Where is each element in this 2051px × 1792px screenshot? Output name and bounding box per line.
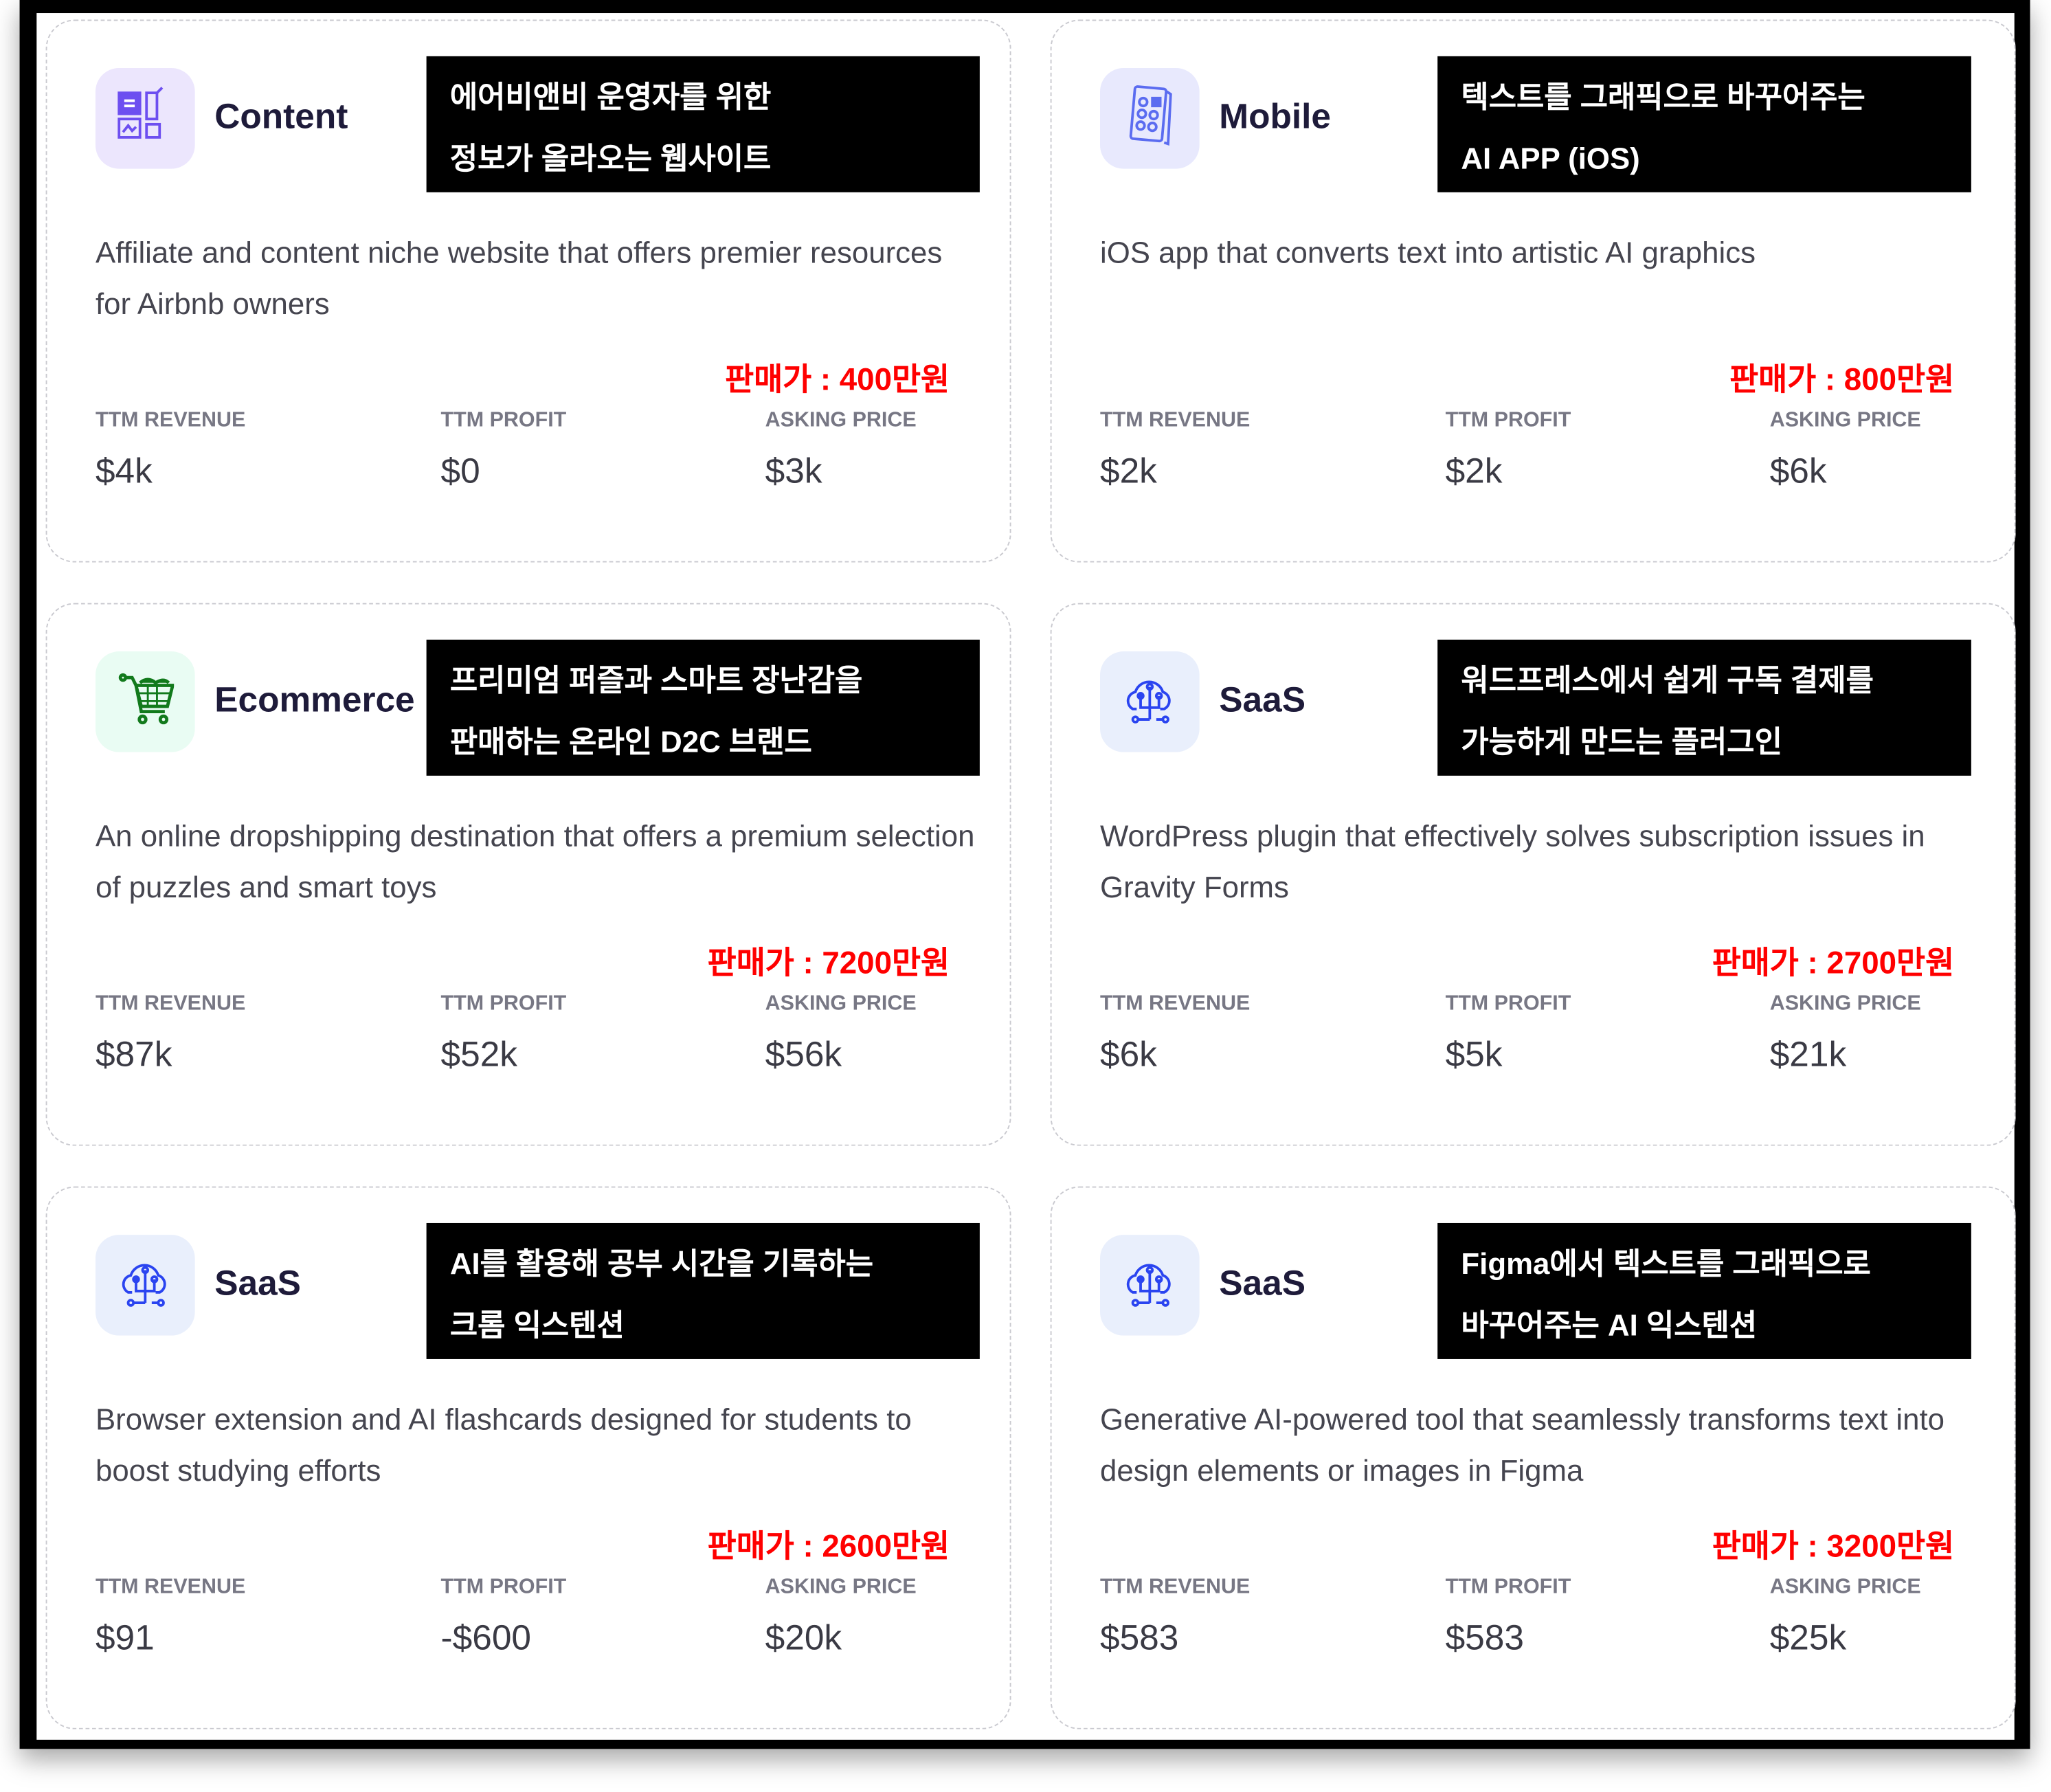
listing-card[interactable]: SaaS 워드프레스에서 쉽게 구독 결제를 가능하게 만드는 플러그인 Wor… — [1050, 603, 2016, 1146]
ttm-profit-value: $2k — [1445, 451, 1503, 491]
ttm-revenue-label: TTM REVENUE — [95, 992, 246, 1016]
ttm-profit-label: TTM PROFIT — [440, 1576, 567, 1599]
korean-caption: 워드프레스에서 쉽게 구독 결제를 가능하게 만드는 플러그인 — [1437, 639, 1971, 776]
asking-price-value: $20k — [765, 1617, 842, 1657]
asking-price-label: ASKING PRICE — [1769, 1576, 1921, 1599]
ttm-revenue-value: $583 — [1100, 1617, 1179, 1657]
listing-description: Browser extension and AI flashcards desi… — [95, 1402, 912, 1488]
ttm-profit-value: $583 — [1445, 1617, 1524, 1657]
ttm-revenue-value: $4k — [95, 451, 153, 491]
korean-caption: 텍스트를 그래픽으로 바꾸어주는 AI APP (iOS) — [1437, 56, 1971, 192]
asking-price-value: $56k — [765, 1034, 842, 1074]
listing-card[interactable]: Content 에어비앤비 운영자를 위한 정보가 올라오는 웹사이트 Affi… — [45, 19, 1011, 563]
sale-price-krw: 판매가 : 2700만원 — [1712, 945, 1955, 981]
content-layout-icon — [115, 85, 176, 152]
asking-price-label: ASKING PRICE — [1769, 409, 1921, 432]
ttm-profit-label: TTM PROFIT — [1445, 992, 1571, 1016]
asking-price-label: ASKING PRICE — [765, 1576, 917, 1599]
ttm-revenue-label: TTM REVENUE — [1100, 409, 1251, 432]
korean-caption-line: 바꾸어주는 AI 익스텐션 — [1461, 1308, 1758, 1343]
cloud-network-icon — [1120, 669, 1180, 735]
category-title: SaaS — [214, 1263, 301, 1303]
ttm-profit-label: TTM PROFIT — [1445, 409, 1571, 432]
ttm-profit-label: TTM PROFIT — [1445, 1576, 1571, 1599]
category-title: Ecommerce — [214, 680, 415, 720]
listing-card[interactable]: SaaS Figma에서 텍스트를 그래픽으로 바꾸어주는 AI 익스텐션 Ge… — [1050, 1186, 2016, 1729]
listing-description: An online dropshipping destination that … — [95, 818, 975, 904]
category-title: SaaS — [1219, 680, 1306, 720]
ttm-revenue-value: $87k — [95, 1034, 172, 1074]
sale-price-krw: 판매가 : 7200만원 — [707, 945, 950, 981]
ttm-revenue-value: $6k — [1100, 1034, 1157, 1074]
listing-card[interactable]: Mobile 텍스트를 그래픽으로 바꾸어주는 AI APP (iOS) iOS… — [1050, 19, 2016, 563]
listing-description: WordPress plugin that effectively solves… — [1100, 818, 1925, 904]
listing-card[interactable]: Ecommerce 프리미엄 퍼즐과 스마트 장난감을 판매하는 온라인 D2C… — [45, 603, 1011, 1146]
category-title: Mobile — [1219, 96, 1332, 136]
category-title: SaaS — [1219, 1263, 1306, 1303]
ttm-profit-value: -$600 — [440, 1617, 532, 1657]
category-title: Content — [214, 96, 348, 136]
korean-caption: 프리미엄 퍼즐과 스마트 장난감을 판매하는 온라인 D2C 브랜드 — [426, 639, 980, 776]
korean-caption: AI를 활용해 공부 시간을 기록하는 크롬 익스텐션 — [426, 1222, 980, 1359]
korean-caption-line: 프리미엄 퍼즐과 스마트 장난감을 — [449, 663, 863, 697]
asking-price-label: ASKING PRICE — [1769, 992, 1921, 1016]
cloud-network-icon — [1120, 1252, 1180, 1319]
korean-caption-line: 판매하는 온라인 D2C 브랜드 — [449, 724, 812, 759]
category-icon-box — [95, 651, 195, 752]
listing-card[interactable]: SaaS AI를 활용해 공부 시간을 기록하는 크롬 익스텐션 Browser… — [45, 1186, 1011, 1729]
asking-price-value: $25k — [1769, 1617, 1847, 1657]
asking-price-value: $3k — [765, 451, 822, 491]
korean-caption: Figma에서 텍스트를 그래픽으로 바꾸어주는 AI 익스텐션 — [1437, 1222, 1971, 1359]
category-icon-box — [1100, 651, 1200, 752]
korean-caption: 에어비앤비 운영자를 위한 정보가 올라오는 웹사이트 — [426, 56, 980, 192]
sale-price-krw: 판매가 : 3200만원 — [1712, 1529, 1955, 1565]
korean-caption-line: AI APP (iOS) — [1461, 141, 1640, 176]
asking-price-value: $21k — [1769, 1034, 1847, 1074]
korean-caption-line: 텍스트를 그래픽으로 바꾸어주는 — [1461, 80, 1865, 114]
korean-caption-line: AI를 활용해 공부 시간을 기록하는 — [449, 1246, 873, 1281]
sale-price-krw: 판매가 : 800만원 — [1729, 362, 1955, 398]
ttm-revenue-label: TTM REVENUE — [95, 409, 246, 432]
ttm-profit-label: TTM PROFIT — [440, 409, 567, 432]
ttm-revenue-label: TTM REVENUE — [1100, 992, 1251, 1016]
korean-caption-line: 정보가 올라오는 웹사이트 — [449, 141, 772, 176]
cloud-network-icon — [115, 1252, 176, 1319]
listing-description: Generative AI-powered tool that seamless… — [1100, 1402, 1944, 1488]
ttm-revenue-value: $91 — [95, 1617, 155, 1657]
sale-price-krw: 판매가 : 2600만원 — [707, 1529, 950, 1565]
korean-caption-line: 워드프레스에서 쉽게 구독 결제를 — [1461, 663, 1874, 697]
asking-price-label: ASKING PRICE — [765, 409, 917, 432]
korean-caption-line: 에어비앤비 운영자를 위한 — [449, 80, 772, 114]
ttm-profit-value: $0 — [440, 451, 480, 491]
ttm-revenue-label: TTM REVENUE — [95, 1576, 246, 1599]
ttm-profit-value: $5k — [1445, 1034, 1503, 1074]
ttm-profit-value: $52k — [440, 1034, 518, 1074]
shopping-cart-icon — [116, 670, 175, 734]
listing-description: Affiliate and content niche website that… — [95, 235, 943, 321]
ttm-revenue-value: $2k — [1100, 451, 1157, 491]
ttm-revenue-label: TTM REVENUE — [1100, 1576, 1251, 1599]
category-icon-box — [1100, 67, 1200, 169]
sale-price-krw: 판매가 : 400만원 — [725, 362, 950, 398]
category-icon-box — [95, 67, 195, 169]
category-icon-box — [95, 1235, 195, 1336]
korean-caption-line: 크롬 익스텐션 — [449, 1308, 625, 1343]
asking-price-label: ASKING PRICE — [765, 992, 917, 1016]
korean-caption-line: 가능하게 만드는 플러그인 — [1461, 724, 1782, 759]
category-icon-box — [1100, 1235, 1200, 1336]
korean-caption-line: Figma에서 텍스트를 그래픽으로 — [1461, 1246, 1871, 1281]
asking-price-value: $6k — [1769, 451, 1827, 491]
ttm-profit-label: TTM PROFIT — [440, 992, 567, 1016]
mobile-phone-icon — [1121, 82, 1178, 155]
listing-description: iOS app that converts text into artistic… — [1100, 235, 1756, 270]
